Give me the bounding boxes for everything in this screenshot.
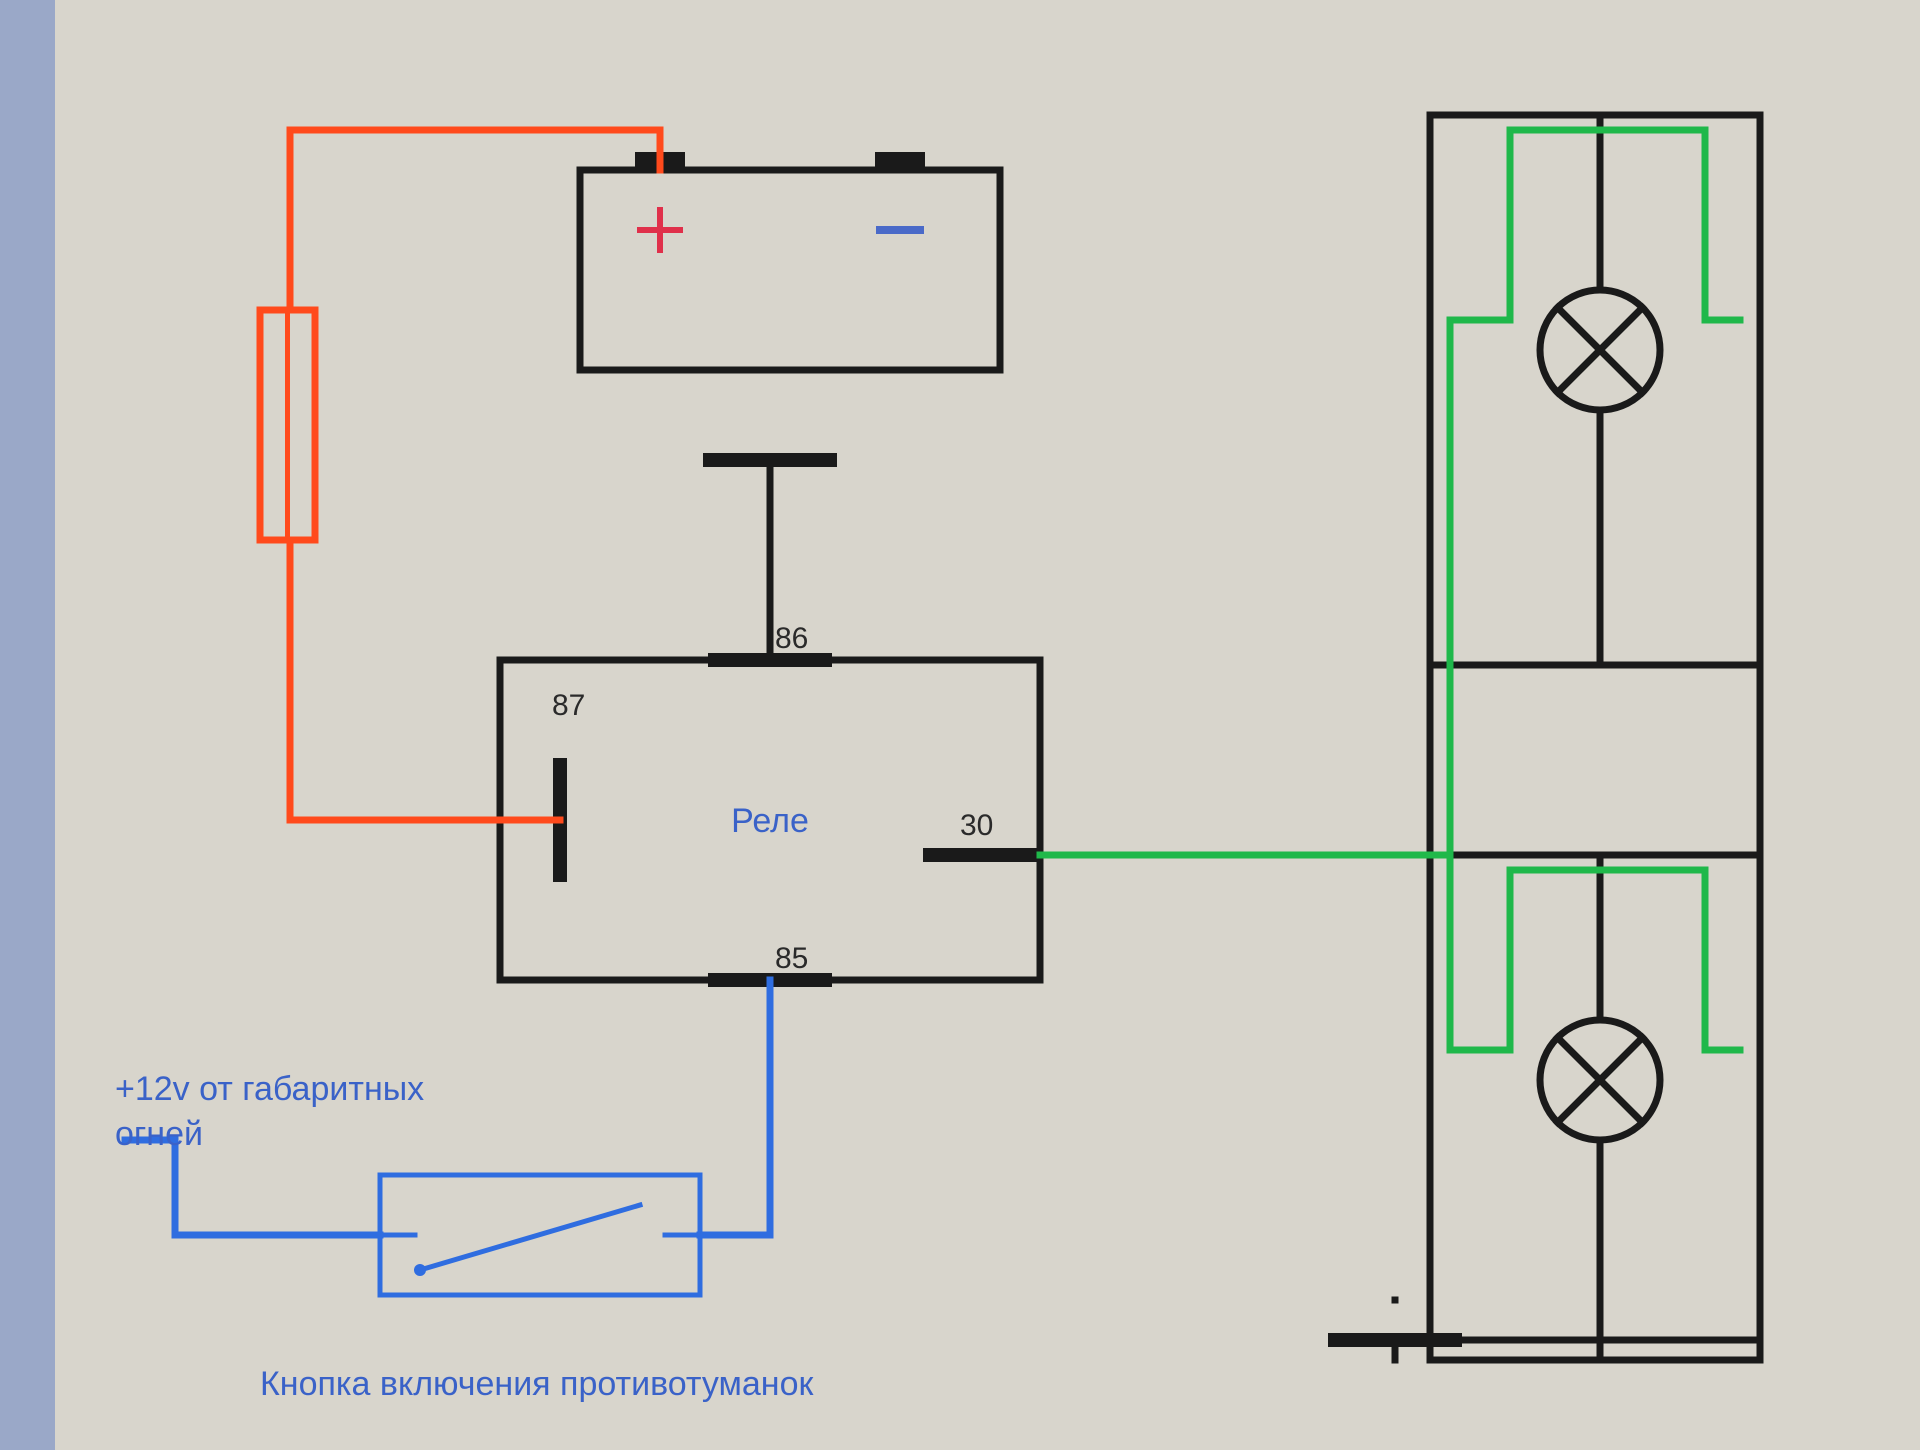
label-btn: Кнопка включения противотуманок [260, 1365, 814, 1403]
label-src: +12v от габаритных [115, 1070, 424, 1108]
pin85-label: 85 [775, 942, 808, 975]
screen-edge [0, 0, 55, 1450]
pin87-label: 87 [552, 689, 585, 722]
pin86-label: 86 [775, 622, 808, 655]
pin30-label: 30 [960, 809, 993, 842]
label-src2: огней [115, 1115, 203, 1153]
wiring-diagram: Реле 86 85 87 30 +12v от габаритных огней Кнопк… [0, 0, 1920, 1450]
switch-pivot [414, 1264, 426, 1276]
relay-label: Реле [731, 802, 809, 840]
battery-neg-terminal [875, 152, 925, 170]
